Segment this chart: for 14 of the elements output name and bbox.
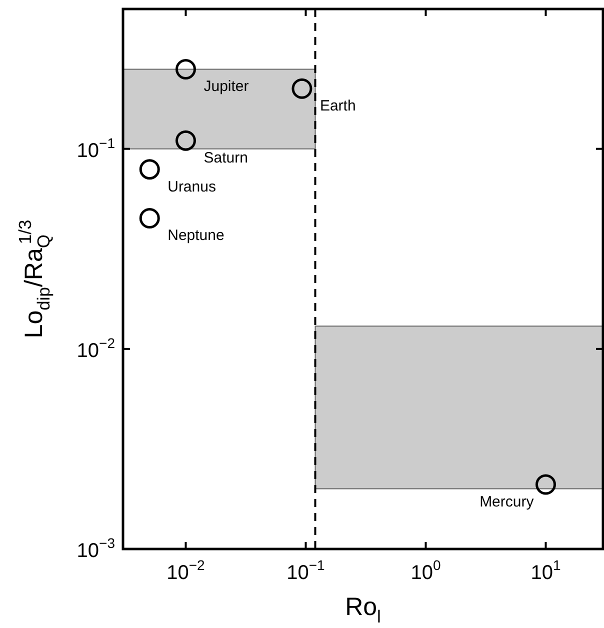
x-tick-label: 10$^{1}$ — [530, 557, 561, 584]
y-tick-label: 10$^{−2}$ — [76, 334, 116, 362]
y-tick-label: 10$^{−1}$ — [76, 134, 116, 162]
annotation: Neptune — [168, 227, 224, 244]
annotation: Jupiter — [204, 78, 249, 96]
x-tick-label: 10$^{0}$ — [410, 557, 441, 584]
annotation: Mercury — [480, 494, 534, 511]
y-tick-label: 10$^{−3}$ — [76, 535, 116, 562]
annotation: Saturn — [204, 150, 248, 167]
x-tick-label: 10$^{−2}$ — [166, 557, 206, 584]
x-axis-title: Ro$_{l}$ — [345, 593, 381, 626]
annotation: Earth — [320, 98, 356, 115]
x-tick-label: 10$^{−1}$ — [286, 557, 326, 584]
annotation: Uranus — [168, 178, 216, 196]
